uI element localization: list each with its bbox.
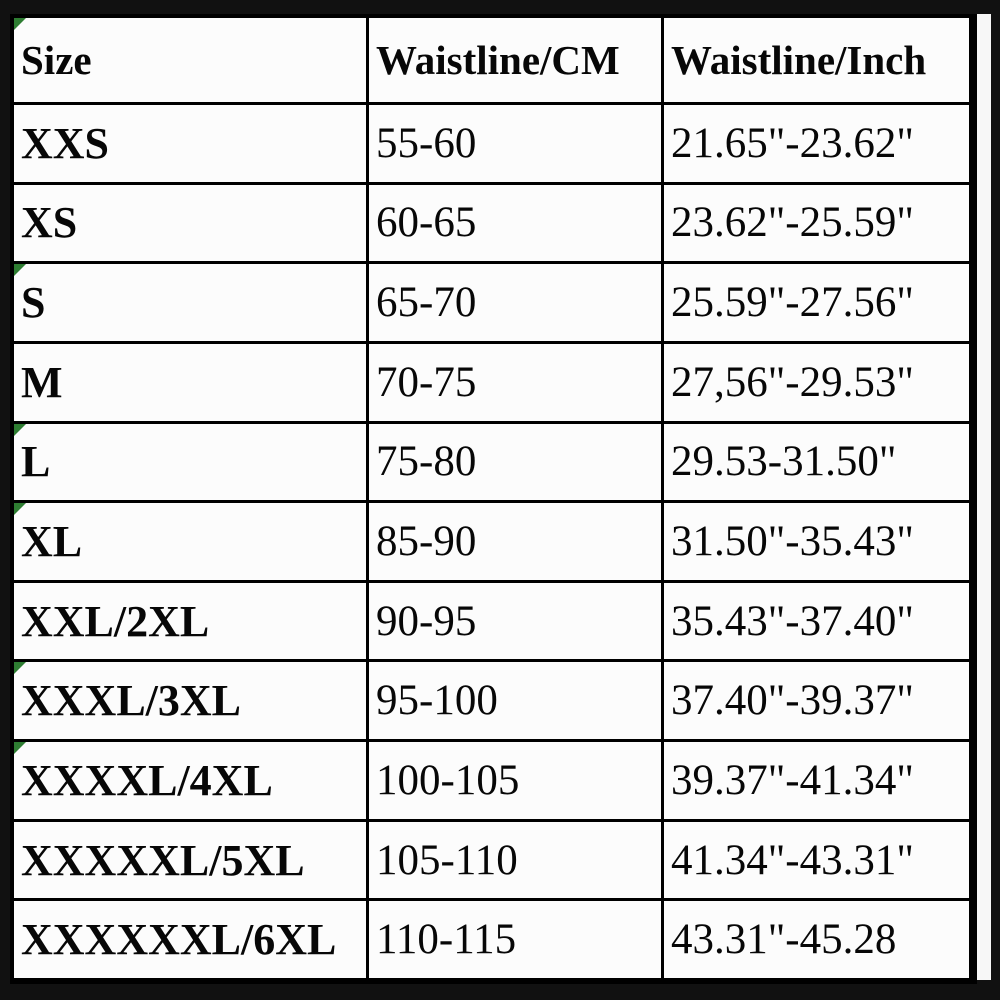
inch-cell: 25.59"-27.56" [664, 264, 969, 341]
cm-value: 75-80 [376, 438, 477, 486]
size-cell: XS [14, 184, 366, 262]
size-label: M [21, 357, 63, 407]
size-label: XXXXXXL/6XL [21, 915, 337, 965]
size-cell: XXXL/3XL [14, 662, 366, 740]
cm-cell: 95-100 [369, 662, 661, 740]
cm-cell: 70-75 [369, 343, 661, 421]
inch-value: 25.59"-27.56" [671, 279, 914, 327]
size-cell: XXXXXXL/6XL [14, 901, 366, 978]
cm-cell: 85-90 [369, 503, 661, 580]
cm-cell: 110-115 [369, 901, 661, 978]
cm-value: 90-95 [376, 597, 477, 645]
size-label: XXS [21, 118, 110, 168]
cm-cell: 55-60 [369, 105, 661, 182]
header-cell-waistline-cm: Waistline/CM [369, 18, 661, 102]
cm-cell: 60-65 [369, 184, 661, 262]
inch-cell: 29.53-31.50" [664, 423, 969, 501]
header-label-waistline-cm: Waistline/CM [376, 37, 620, 83]
inch-value: 31.50"-35.43" [671, 517, 914, 565]
header-cell-size: Size [14, 18, 366, 102]
cm-cell: 105-110 [369, 821, 661, 899]
cm-value: 105-110 [376, 836, 518, 884]
size-label: XXXXL/4XL [21, 755, 273, 805]
inch-cell: 23.62"-25.59" [664, 184, 969, 262]
size-cell: XXXXL/4XL [14, 742, 366, 819]
size-cell: S [14, 264, 366, 341]
size-label: XXL/2XL [21, 596, 210, 646]
cm-cell: 90-95 [369, 582, 661, 660]
cm-value: 70-75 [376, 358, 477, 406]
size-label: XL [21, 516, 83, 566]
cm-cell: 65-70 [369, 264, 661, 341]
cm-value: 100-105 [376, 756, 520, 804]
inch-cell: 31.50"-35.43" [664, 503, 969, 580]
cm-value: 85-90 [376, 517, 477, 565]
cm-value: 65-70 [376, 279, 477, 327]
cm-cell: 100-105 [369, 742, 661, 819]
green-corner-marker [14, 503, 26, 516]
size-label: L [21, 437, 51, 487]
size-cell: XXS [14, 105, 366, 182]
header-label-size: Size [21, 37, 92, 83]
header-label-waistline-inch: Waistline/Inch [671, 37, 927, 83]
inch-cell: 27,56"-29.53" [664, 343, 969, 421]
size-cell: L [14, 423, 366, 501]
cm-cell: 75-80 [369, 423, 661, 501]
green-corner-marker [14, 423, 26, 436]
page-margin-strip [977, 14, 991, 980]
inch-cell: 35.43"-37.40" [664, 582, 969, 660]
cm-value: 60-65 [376, 199, 477, 247]
green-corner-marker [14, 264, 26, 277]
inch-value: 35.43"-37.40" [671, 597, 914, 645]
size-chart-table: Size Waistline/CM Waistline/Inch XXS 55-… [10, 14, 977, 984]
cm-value: 110-115 [376, 916, 517, 964]
inch-cell: 43.31"-45.28 [664, 901, 969, 978]
cm-value: 95-100 [376, 677, 498, 725]
green-corner-marker [14, 742, 26, 755]
header-cell-waistline-inch: Waistline/Inch [664, 18, 969, 102]
size-label: S [21, 278, 46, 328]
inch-cell: 39.37"-41.34" [664, 742, 969, 819]
inch-cell: 37.40"-39.37" [664, 662, 969, 740]
inch-value: 29.53-31.50" [671, 438, 897, 486]
inch-value: 39.37"-41.34" [671, 756, 914, 804]
inch-value: 27,56"-29.53" [671, 358, 914, 406]
size-label: XXXXXL/5XL [21, 835, 305, 885]
inch-cell: 21.65"-23.62" [664, 105, 969, 182]
green-corner-marker [14, 18, 26, 30]
size-label: XXXL/3XL [21, 676, 242, 726]
inch-value: 37.40"-39.37" [671, 677, 914, 725]
inch-value: 43.31"-45.28 [671, 916, 897, 964]
inch-cell: 41.34"-43.31" [664, 821, 969, 899]
size-cell: M [14, 343, 366, 421]
inch-value: 21.65"-23.62" [671, 119, 914, 167]
size-cell: XXXXXL/5XL [14, 821, 366, 899]
inch-value: 41.34"-43.31" [671, 836, 914, 884]
size-cell: XXL/2XL [14, 582, 366, 660]
cm-value: 55-60 [376, 119, 477, 167]
size-cell: XL [14, 503, 366, 580]
size-label: XS [21, 198, 78, 248]
green-corner-marker [14, 662, 26, 675]
inch-value: 23.62"-25.59" [671, 199, 914, 247]
